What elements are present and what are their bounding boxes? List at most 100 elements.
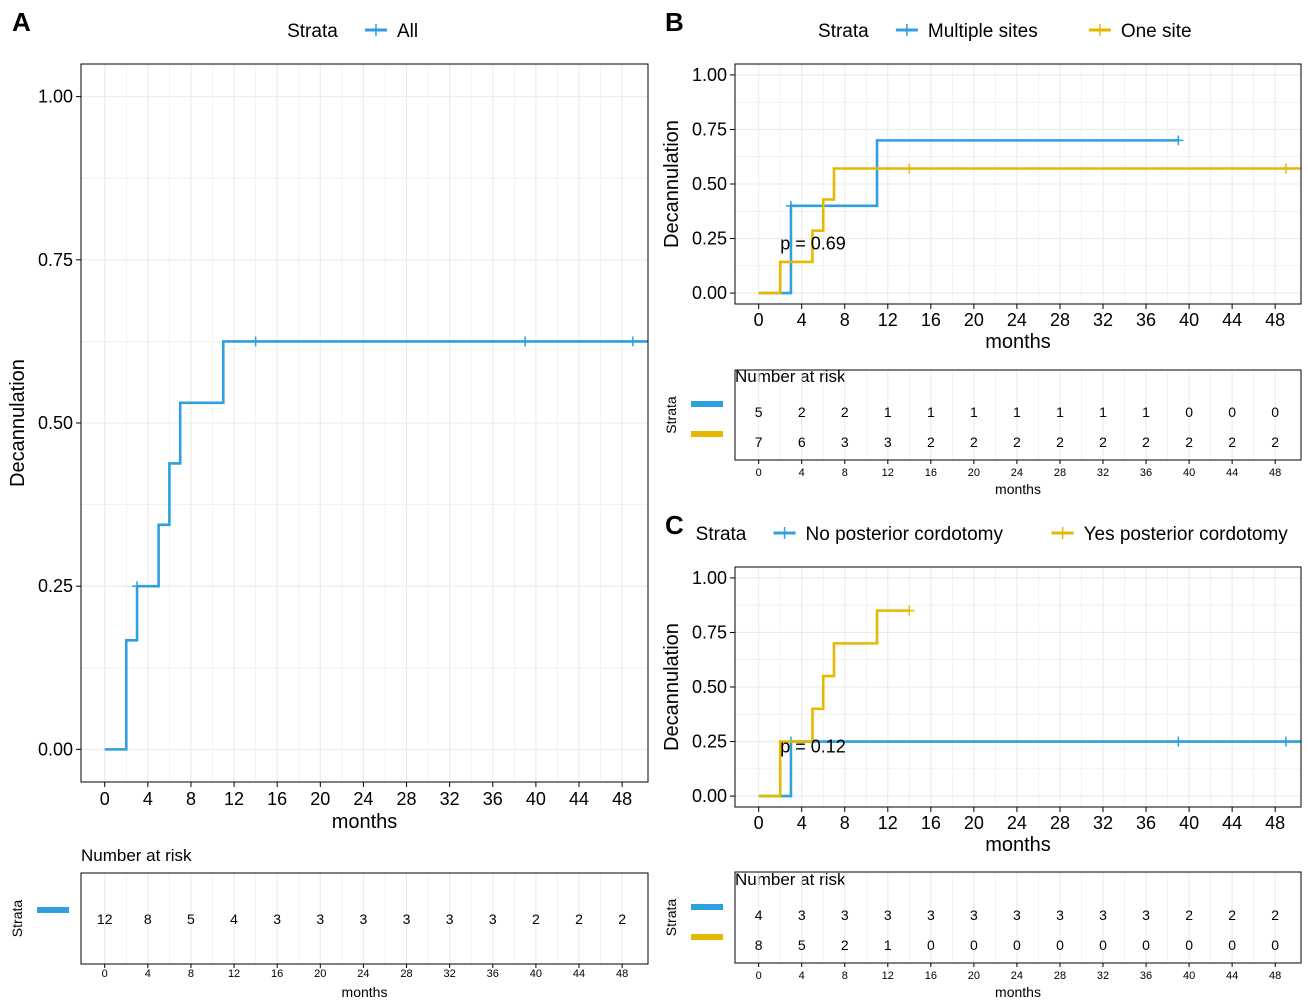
- risk-y-axis-title: Strata: [663, 396, 679, 434]
- risk-count: 2: [841, 937, 849, 953]
- survival-curve: [758, 609, 910, 798]
- risk-y-axis-title: Strata: [663, 899, 679, 937]
- survival-curve: [758, 139, 1179, 295]
- risk-count: 5: [798, 937, 806, 953]
- risk-x-tick-label: 0: [756, 467, 762, 479]
- risk-count: 3: [1013, 907, 1021, 923]
- x-tick-label: 40: [1179, 310, 1199, 330]
- y-axis: 0.00 0.25 0.50 0.75 1.00 Decannulation: [7, 87, 81, 759]
- y-tick-label: 0.25: [38, 576, 73, 596]
- risk-x-tick-label: 40: [1183, 467, 1195, 479]
- x-tick-label: 4: [797, 310, 807, 330]
- risk-count: 2: [1228, 907, 1236, 923]
- x-tick-label: 20: [964, 813, 984, 833]
- risk-x-tick-label: 36: [487, 968, 499, 980]
- risk-count: 3: [489, 911, 497, 927]
- risk-x-tick-label: 40: [1183, 970, 1195, 982]
- legend-title: Strata: [287, 21, 338, 42]
- x-tick-label: 48: [1265, 813, 1285, 833]
- risk-x-tick-label: 24: [1011, 970, 1023, 982]
- risk-table-title: Number at risk: [81, 846, 192, 865]
- risk-x-tick-label: 20: [968, 970, 980, 982]
- y-axis-title: Decannulation: [7, 359, 29, 487]
- risk-x-axis-title: months: [995, 984, 1041, 1000]
- x-tick-label: 24: [1007, 310, 1027, 330]
- risk-x-tick-label: 8: [842, 467, 848, 479]
- panel-label: B: [665, 7, 684, 37]
- risk-count: 12: [97, 911, 113, 927]
- risk-x-tick-label: 12: [228, 968, 240, 980]
- risk-count: 0: [970, 937, 978, 953]
- legend: Strata No posterior cordotomy Yes posterio…: [696, 524, 1289, 545]
- x-tick-label: 16: [921, 813, 941, 833]
- series-group: [758, 135, 1301, 295]
- risk-count: 3: [316, 911, 324, 927]
- risk-count: 2: [1185, 907, 1193, 923]
- risk-x-tick-label: 24: [357, 968, 369, 980]
- risk-count: 0: [927, 937, 935, 953]
- risk-x-tick-label: 48: [616, 968, 628, 980]
- y-axis-title: Decannulation: [661, 623, 683, 751]
- x-tick-label: 36: [1136, 310, 1156, 330]
- risk-x-tick-label: 32: [1097, 467, 1109, 479]
- risk-count: 1: [1056, 404, 1064, 420]
- risk-count: 4: [230, 911, 238, 927]
- y-axis-title: Decannulation: [661, 120, 683, 248]
- y-tick-label: 0.75: [692, 119, 727, 139]
- risk-count: 3: [927, 907, 935, 923]
- grid: [735, 64, 1301, 304]
- risk-table-title: Number at risk: [735, 870, 846, 889]
- risk-x-tick-label: 44: [1226, 970, 1238, 982]
- series-group: [104, 336, 648, 751]
- risk-count: 0: [1185, 404, 1193, 420]
- risk-count: 2: [1056, 434, 1064, 450]
- y-tick-label: 1.00: [692, 65, 727, 85]
- risk-x-tick-label: 48: [1269, 467, 1281, 479]
- x-axis-title: months: [985, 331, 1051, 353]
- y-tick-label: 0.00: [692, 786, 727, 806]
- risk-count: 1: [970, 404, 978, 420]
- risk-count: 1: [1099, 404, 1107, 420]
- risk-x-tick-label: 0: [756, 970, 762, 982]
- x-tick-label: 36: [483, 789, 503, 809]
- x-tick-label: 12: [224, 789, 244, 809]
- x-tick-label: 32: [1093, 813, 1113, 833]
- y-tick-label: 0.50: [38, 413, 73, 433]
- x-tick-label: 32: [440, 789, 460, 809]
- risk-x-tick-label: 4: [145, 968, 151, 980]
- risk-count: 1: [1013, 404, 1021, 420]
- y-tick-label: 0.00: [38, 739, 73, 759]
- risk-count: 3: [1099, 907, 1107, 923]
- risk-count: 4: [755, 907, 763, 923]
- risk-x-tick-label: 28: [1054, 970, 1066, 982]
- legend-label: Multiple sites: [928, 21, 1038, 42]
- x-tick-label: 20: [964, 310, 984, 330]
- x-tick-label: 28: [1050, 310, 1070, 330]
- risk-count: 0: [1142, 937, 1150, 953]
- x-tick-label: 48: [1265, 310, 1285, 330]
- risk-row-strata-strip: [37, 907, 69, 913]
- risk-count: 3: [273, 911, 281, 927]
- risk-x-tick-label: 44: [573, 968, 585, 980]
- x-tick-label: 8: [840, 310, 850, 330]
- x-tick-label: 4: [143, 789, 153, 809]
- legend: Strata Multiple sites One site: [818, 21, 1192, 42]
- risk-count: 0: [1056, 937, 1064, 953]
- x-axis-title: months: [332, 811, 398, 833]
- grid: [81, 64, 648, 782]
- risk-count: 1: [927, 404, 935, 420]
- risk-count: 2: [1013, 434, 1021, 450]
- x-tick-label: 12: [878, 310, 898, 330]
- risk-x-axis-title: months: [995, 481, 1041, 497]
- x-tick-label: 36: [1136, 813, 1156, 833]
- risk-x-tick-label: 40: [530, 968, 542, 980]
- risk-x-tick-label: 16: [925, 467, 937, 479]
- risk-table-frame: [734, 369, 1302, 461]
- risk-count: 1: [884, 937, 892, 953]
- y-tick-label: 0.00: [692, 283, 727, 303]
- risk-x-tick-label: 36: [1140, 467, 1152, 479]
